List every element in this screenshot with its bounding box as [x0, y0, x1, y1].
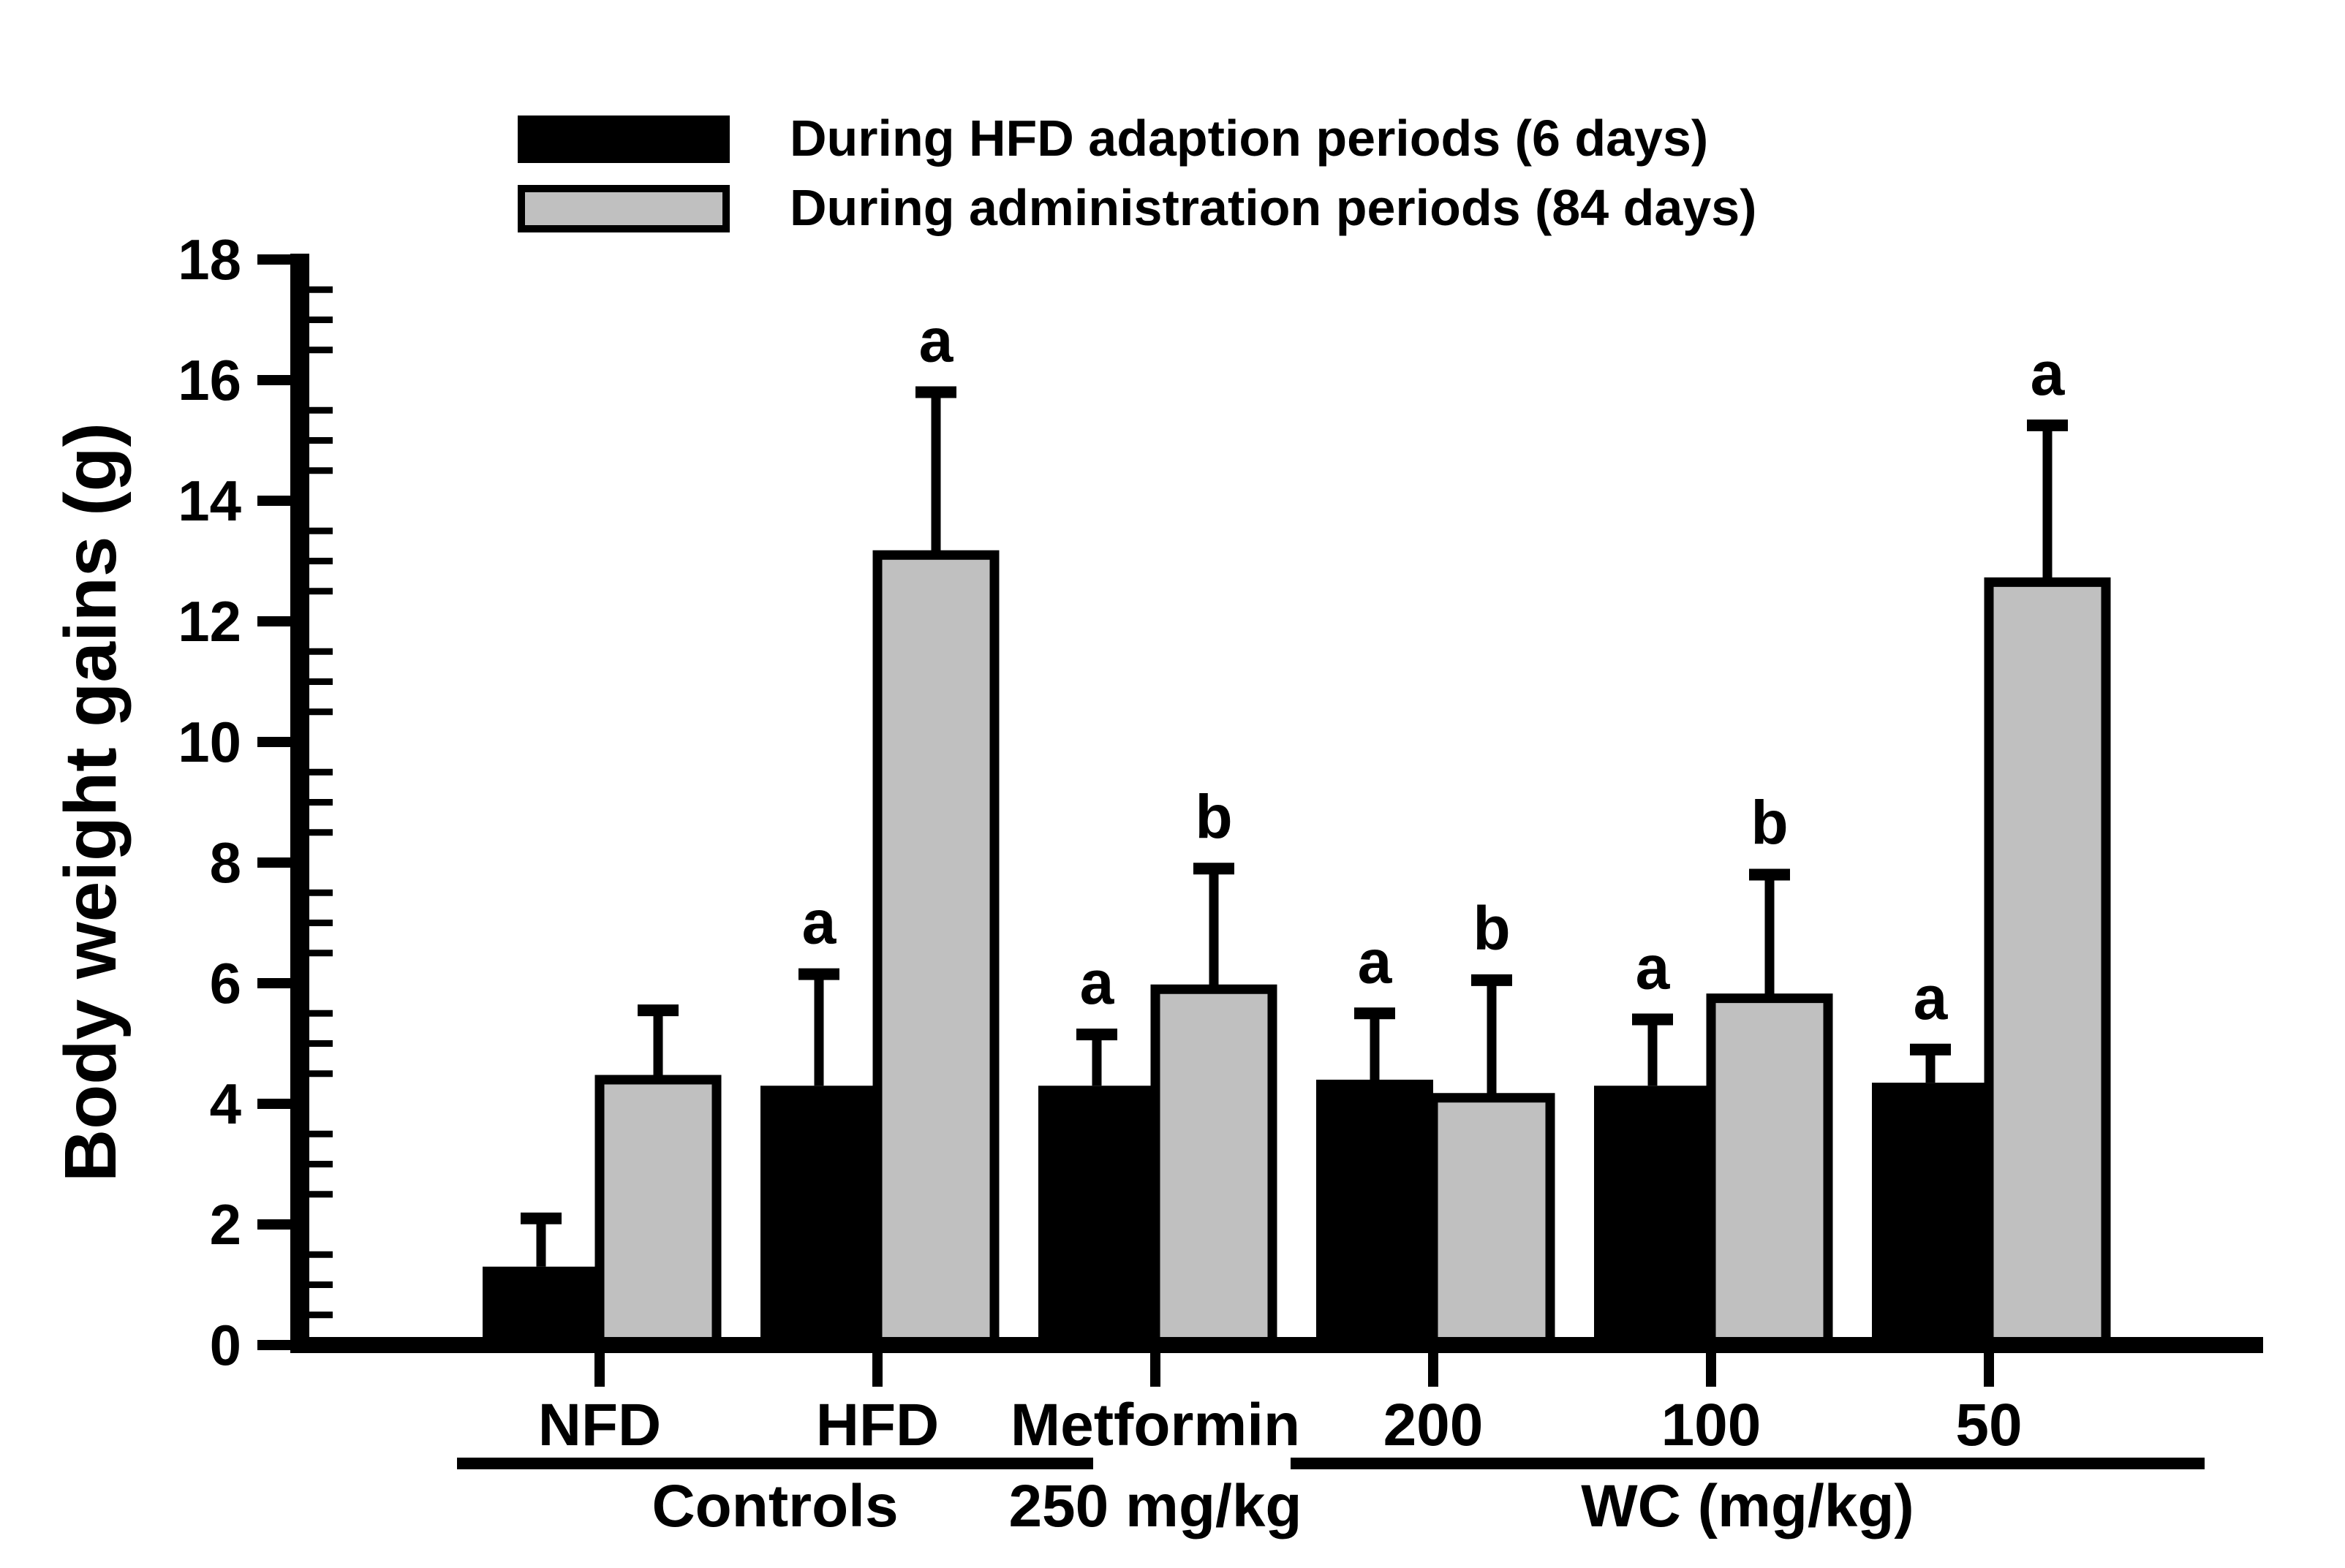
section-label-1: Controls — [652, 1473, 898, 1539]
significance-letter: a — [2031, 339, 2066, 408]
legend-swatch-1 — [518, 115, 730, 163]
significance-letter: a — [1636, 933, 1671, 1002]
bar-100-series2 — [1706, 993, 1833, 1350]
section-label-2: WC (mg/kg) — [1581, 1473, 1914, 1539]
category-sublabel: 250 mg/kg — [1008, 1473, 1302, 1539]
significance-letter: a — [919, 306, 954, 375]
significance-letter: a — [1080, 948, 1115, 1017]
y-tick-label: 18 — [178, 227, 241, 292]
y-tick-label: 0 — [210, 1313, 241, 1377]
category-label: NFD — [538, 1392, 662, 1458]
legend-label-2: During administration periods (84 days) — [790, 179, 1756, 236]
bar-metformin-series1 — [1038, 1086, 1155, 1345]
bar-metformin-series2 — [1150, 984, 1277, 1350]
bar-200-series2 — [1428, 1093, 1555, 1350]
y-tick-label: 8 — [210, 830, 241, 895]
bar-200-series1 — [1316, 1080, 1433, 1345]
y-tick-label: 12 — [178, 589, 241, 654]
bar-hfd-series2 — [872, 550, 1000, 1350]
y-axis-label: Body weight gains (g) — [50, 423, 132, 1182]
legend-swatch-2 — [518, 185, 730, 232]
bar-50-series2 — [1984, 577, 2111, 1350]
y-tick-label: 16 — [178, 348, 241, 412]
category-label: HFD — [816, 1392, 940, 1458]
category-label: 200 — [1383, 1392, 1484, 1458]
y-tick-label: 10 — [178, 710, 241, 774]
significance-letter: a — [1914, 963, 1949, 1032]
significance-letter: b — [1195, 782, 1232, 851]
significance-letter: b — [1751, 789, 1788, 857]
bar-nfd-series1 — [483, 1266, 600, 1345]
category-label: 100 — [1661, 1392, 1761, 1458]
bar-50-series1 — [1872, 1083, 1989, 1345]
y-tick-label: 2 — [210, 1192, 241, 1257]
bar-hfd-series1 — [760, 1086, 877, 1345]
legend-label-1: During HFD adaption periods (6 days) — [790, 110, 1708, 167]
y-tick-label: 14 — [178, 469, 241, 533]
y-tick-label: 6 — [210, 951, 241, 1015]
category-label: Metformin — [1011, 1392, 1300, 1458]
bar-100-series1 — [1594, 1086, 1711, 1345]
y-tick-label: 4 — [210, 1072, 241, 1136]
significance-letter: a — [802, 888, 837, 957]
significance-letter: a — [1358, 927, 1393, 996]
category-label: 50 — [1955, 1392, 2022, 1458]
bar-nfd-series2 — [594, 1075, 722, 1350]
significance-letter: b — [1473, 894, 1510, 963]
